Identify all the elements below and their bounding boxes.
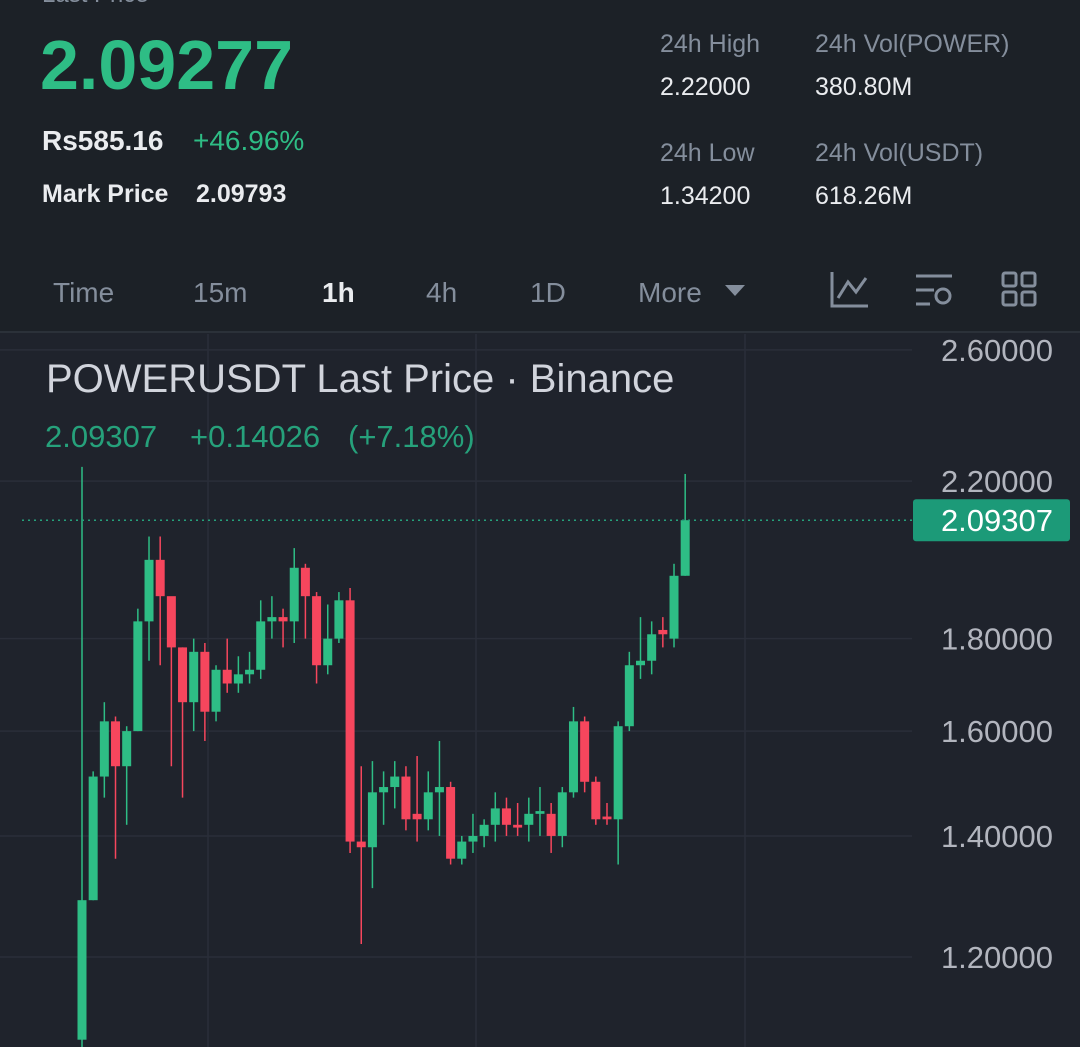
candle-body [312, 596, 322, 666]
y-tick-label: 2.60000 [941, 333, 1053, 368]
y-tick-label: 1.40000 [941, 819, 1053, 854]
stat-value: 618.26M [815, 182, 912, 210]
layout-icon[interactable] [1001, 271, 1037, 307]
candle-body [468, 835, 478, 842]
candle-body [233, 674, 243, 684]
candle-body [446, 787, 456, 859]
candle-body [412, 813, 422, 820]
candle-body [479, 824, 489, 836]
candle-body [122, 731, 132, 767]
tab-active[interactable]: 1h [322, 277, 355, 308]
legend-change-pct: (+7.18%) [348, 419, 475, 454]
candle-body [88, 776, 98, 901]
candle-body [624, 665, 634, 727]
candle-body [501, 808, 511, 825]
candle-body [647, 634, 657, 661]
candle-body [178, 647, 188, 703]
y-tick-label: 2.20000 [941, 464, 1053, 499]
candle-body [401, 776, 411, 820]
last-price-tag-label: 2.09307 [941, 503, 1053, 538]
candle-body [356, 841, 366, 848]
fiat-price: Rs585.16 [42, 125, 163, 156]
stat-value: 380.80M [815, 73, 912, 101]
candle-body [535, 811, 545, 814]
stat-label: 24h High [660, 30, 760, 58]
candle-body [390, 776, 400, 788]
stat-value: 2.22000 [660, 73, 750, 101]
legend-last: 2.09307 [45, 419, 157, 454]
candle-body [524, 813, 534, 825]
last-price-label: Last Price [42, 0, 149, 8]
candle-body [423, 792, 433, 820]
candle-body [166, 596, 176, 648]
stat-value: 1.34200 [660, 182, 750, 210]
candle-body [111, 721, 121, 767]
tab[interactable]: 15m [193, 277, 247, 308]
candle-body [200, 651, 210, 712]
indicator-icon[interactable] [830, 272, 868, 308]
candle-body [602, 816, 612, 820]
dropdown-arrow[interactable] [725, 285, 745, 296]
candle-body [379, 787, 389, 793]
legend-change: +0.14026 [190, 419, 320, 454]
candle-body [513, 824, 523, 828]
y-tick-label: 1.80000 [941, 622, 1053, 657]
candle-body [245, 669, 255, 675]
y-tick-label: 1.20000 [941, 940, 1053, 975]
candle-body [658, 629, 668, 635]
header-bg [0, 0, 1080, 332]
mark-price-label: Mark Price [42, 180, 169, 208]
candle-body [457, 841, 467, 859]
candle-body [490, 808, 500, 825]
candle-body [189, 651, 199, 703]
last-price-tag [913, 499, 1070, 542]
candle-body [367, 792, 377, 848]
candle-body [546, 813, 556, 836]
candle-body [267, 617, 277, 622]
candle-body [99, 721, 109, 777]
mark-price: 2.09793 [196, 180, 286, 208]
candle-body [669, 575, 679, 639]
candle-body [256, 621, 266, 670]
stat-label: 24h Low [660, 139, 755, 167]
candle-body [133, 621, 143, 732]
candle-body [557, 792, 567, 836]
candle-body [300, 567, 310, 597]
y-tick-label: 1.60000 [941, 714, 1053, 749]
candle-body [580, 721, 590, 782]
candle-body [77, 900, 87, 1040]
price-change: +46.96% [193, 125, 304, 156]
tab[interactable]: Time [53, 277, 114, 308]
candle-body [434, 787, 444, 793]
candle-body [222, 669, 232, 684]
stat-label: 24h Vol(USDT) [815, 139, 983, 167]
last-price: 2.09277 [40, 26, 293, 104]
candle-body [155, 559, 165, 597]
candle-body [289, 567, 299, 622]
chart-bg [0, 332, 1080, 1047]
candle-body [211, 669, 221, 712]
candle-body [323, 638, 333, 666]
tab[interactable]: 4h [426, 277, 457, 308]
candle-body [144, 559, 154, 622]
candle-body [278, 617, 288, 622]
tab[interactable]: 1D [530, 277, 566, 308]
stat-label: 24h Vol(POWER) [815, 30, 1010, 58]
candle-body [334, 600, 344, 639]
tab[interactable]: More [638, 277, 702, 308]
candle-body [345, 600, 355, 842]
candle-body [568, 721, 578, 793]
candle-body [636, 660, 645, 666]
candle-body [680, 520, 690, 576]
chart-title: POWERUSDT Last Price · Binance [46, 357, 674, 401]
candle-body [613, 726, 623, 820]
settings-icon[interactable] [916, 274, 952, 306]
candle-body [591, 781, 601, 820]
